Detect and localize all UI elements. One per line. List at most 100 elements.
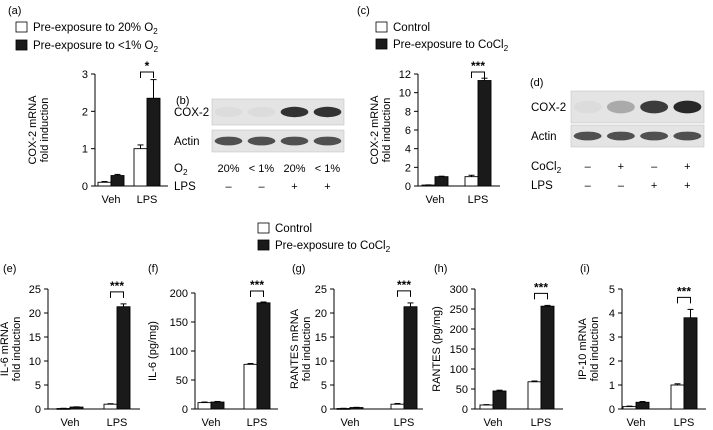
y-axis-label: COX-2 mRNA xyxy=(27,95,39,165)
y-tick-label: 1 xyxy=(82,144,88,156)
blot-condition-value: – xyxy=(651,161,658,173)
y-tick-label: 25 xyxy=(315,284,327,296)
chart-panel: 0 1 2 3 COX-2 mRNA fold induction Veh LPS * xyxy=(27,59,168,206)
bar xyxy=(464,176,479,187)
bar xyxy=(197,402,212,410)
y-axis-label: RANTES mRNA xyxy=(289,308,301,389)
bar xyxy=(527,381,542,410)
chart-panel: 0 50 100 150 200 250 300 RANTES (pg/mg) Veh LPS **… xyxy=(431,280,563,429)
bar xyxy=(110,175,125,187)
blot-condition-value: + xyxy=(324,181,330,193)
blot-band xyxy=(673,100,702,114)
blot-panel: (d) COX-2 Actin – + – + LPS – – + + xyxy=(530,77,705,192)
blot-band xyxy=(573,131,602,141)
x-tick-label: Veh xyxy=(627,417,646,429)
x-tick-label: LPS xyxy=(531,417,552,429)
x-tick-label: Veh xyxy=(61,417,80,429)
y-tick-label: 5 xyxy=(321,380,327,392)
blot-condition-value: – xyxy=(585,180,592,192)
y-tick-label: 0 xyxy=(82,181,88,193)
bar xyxy=(256,302,271,410)
x-tick-label: LPS xyxy=(107,417,128,429)
significance-bracket xyxy=(110,291,124,298)
blot-band xyxy=(247,136,276,146)
x-tick-label: LPS xyxy=(674,417,695,429)
y-tick-label: 200 xyxy=(170,288,188,300)
significance-bracket xyxy=(250,290,264,297)
blot-band xyxy=(313,106,342,118)
blot-panel: (b)COX-2 Actin 20% < 1% 20% < 1% LPS – – + + xyxy=(174,95,345,193)
y-tick-label: 25 xyxy=(29,284,41,296)
y-tick-label: 50 xyxy=(176,375,188,387)
significance-bracket xyxy=(471,71,485,78)
legend-swatch xyxy=(375,21,388,33)
chart-panel: 0 1 2 3 4 5 IP-10 mRNA fold induction Veh LPS *** xyxy=(577,284,706,429)
legend-c-item: Control xyxy=(375,21,430,34)
significance-marker: *** xyxy=(397,278,411,292)
blot-band xyxy=(606,100,635,114)
legend-label: Control xyxy=(275,223,312,235)
bar xyxy=(670,384,685,410)
y-tick-label: 1 xyxy=(609,380,615,392)
y-axis-label: RANTES (pg/mg) xyxy=(431,306,443,392)
blot-condition-value: + xyxy=(651,180,657,192)
blot-row-label: Actin xyxy=(174,136,200,148)
bar xyxy=(492,390,507,410)
x-tick-label: Veh xyxy=(202,417,221,429)
significance-bracket xyxy=(397,290,411,297)
y-axis-label: fold induction xyxy=(301,317,313,382)
blot-condition-value: – xyxy=(585,161,592,173)
y-tick-label: 8 xyxy=(405,106,411,118)
significance-marker: *** xyxy=(250,278,264,292)
y-tick-label: 300 xyxy=(450,284,468,296)
y-tick-label: 12 xyxy=(399,69,411,81)
legend-swatch xyxy=(15,21,28,33)
y-tick-label: 3 xyxy=(609,332,615,344)
bar xyxy=(403,306,418,410)
y-tick-label: 0 xyxy=(182,404,188,416)
x-tick-label: Veh xyxy=(341,417,360,429)
y-axis-label: fold induction xyxy=(589,317,601,382)
blot-condition-value: – xyxy=(258,181,265,193)
blot-condition-value: < 1% xyxy=(249,163,275,175)
y-tick-label: 0 xyxy=(321,404,327,416)
y-tick-label: 0 xyxy=(405,181,411,193)
y-axis-label: IP-10 mRNA xyxy=(577,317,589,379)
bar xyxy=(683,317,698,410)
bar xyxy=(97,181,112,187)
blot-membrane xyxy=(570,124,705,148)
bar xyxy=(635,401,650,410)
chart-panel: 0 5 10 15 20 25 RANTES mRNA fold induction Veh LP… xyxy=(289,278,423,429)
panel-label: (d) xyxy=(530,77,543,89)
blot-band xyxy=(640,100,669,114)
blot-condition-label: CoCl2 xyxy=(531,161,562,175)
bar xyxy=(103,403,118,410)
y-tick-label: 0 xyxy=(462,404,468,416)
significance-marker: *** xyxy=(534,280,548,294)
significance-bracket xyxy=(677,296,691,304)
bar xyxy=(210,401,225,410)
chart-panel: 0 5 10 15 20 25 IL-6 mRNA fold induction Veh LPS *… xyxy=(0,279,140,429)
blot-condition-label: LPS xyxy=(531,180,553,192)
chart-panel: 0 2 4 6 8 10 12 COX-2 mRNA fold induction Veh LPS *… xyxy=(369,59,500,206)
y-tick-label: 2 xyxy=(82,106,88,118)
legend-label: Control xyxy=(393,22,430,34)
y-tick-label: 20 xyxy=(29,308,41,320)
blot-row-label: COX-2 xyxy=(174,107,209,119)
bar xyxy=(540,305,555,410)
y-tick-label: 5 xyxy=(609,284,615,296)
bar xyxy=(116,306,131,410)
x-tick-label: Veh xyxy=(484,417,503,429)
legend-c-item: Pre-exposure to CoCl2 xyxy=(375,38,509,53)
y-tick-label: 10 xyxy=(29,356,41,368)
y-tick-label: 3 xyxy=(82,69,88,81)
blot-condition-value: – xyxy=(225,181,232,193)
blot-condition-value: – xyxy=(618,180,625,192)
y-tick-label: 15 xyxy=(315,332,327,344)
bar xyxy=(434,176,449,187)
x-tick-label: Veh xyxy=(102,194,121,206)
legend-label: Pre-exposure to CoCl2 xyxy=(393,39,509,53)
blot-condition-label: O2 xyxy=(174,163,188,177)
bar xyxy=(133,148,148,187)
